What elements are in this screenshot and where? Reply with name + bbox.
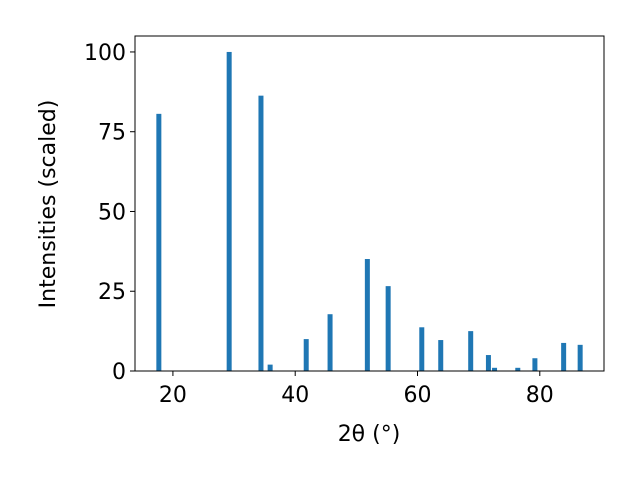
bar [303, 339, 309, 371]
x-tick-label: 80 [526, 383, 554, 408]
x-tick-label: 20 [159, 383, 187, 408]
bar [226, 51, 232, 371]
bar [385, 286, 391, 371]
bar [561, 342, 567, 371]
bar [258, 95, 264, 372]
y-axis-label: Intensities (scaled) [36, 100, 61, 309]
bar [364, 259, 370, 371]
y-tick-label: 25 [98, 280, 126, 305]
bar [532, 358, 538, 371]
bar [419, 327, 425, 371]
bar [485, 355, 491, 371]
bar [267, 364, 273, 371]
y-tick-label: 75 [98, 121, 126, 146]
y-tick-label: 0 [112, 360, 126, 385]
bar [577, 344, 583, 371]
bar [327, 314, 333, 371]
y-tick-label: 50 [98, 200, 126, 225]
x-tick-label: 40 [281, 383, 309, 408]
y-tick-label: 100 [84, 41, 126, 66]
x-tick-label: 60 [404, 383, 432, 408]
bar [515, 367, 521, 371]
bar [438, 340, 444, 371]
plot-frame [134, 35, 605, 372]
bar [156, 113, 162, 371]
bar [468, 331, 474, 371]
x-axis-label: 2θ (°) [338, 422, 401, 447]
bar [492, 367, 498, 371]
